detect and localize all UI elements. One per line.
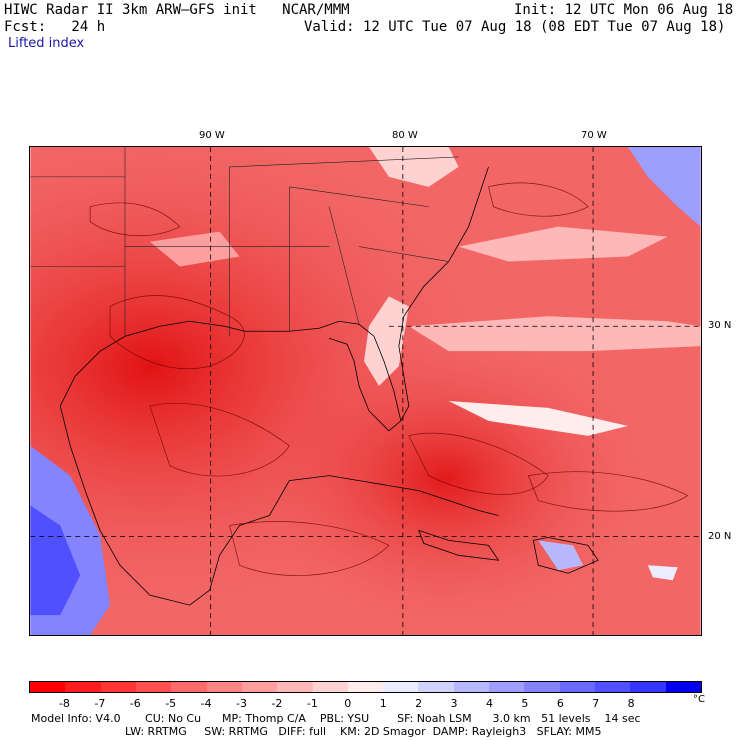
colorbar-unit: °C bbox=[693, 694, 705, 705]
colorbar-swatch bbox=[630, 682, 666, 692]
lat-label-30n: 30 N bbox=[708, 320, 732, 331]
colorbar-swatch bbox=[418, 682, 454, 692]
colorbar-swatch bbox=[347, 682, 384, 692]
stable-area-appalachian bbox=[368, 147, 459, 187]
colorbar-swatch bbox=[312, 682, 348, 692]
colorbar-swatch bbox=[30, 682, 66, 692]
very-stable-area-mexico bbox=[30, 505, 81, 616]
colorbar-swatch bbox=[383, 682, 419, 692]
colorbar-tick-label: -7 bbox=[94, 697, 106, 710]
colorbar-swatch bbox=[171, 682, 207, 692]
colorbar-swatch bbox=[524, 682, 560, 692]
colorbar-tick-label: -6 bbox=[129, 697, 141, 710]
model-info-line1: Model Info: V4.0 CU: No Cu MP: Thomp C/A… bbox=[31, 712, 641, 725]
stable-band-north-atlantic bbox=[458, 226, 668, 262]
lat-lon-grid bbox=[30, 147, 701, 635]
lon-label-90w: 90 W bbox=[199, 130, 225, 141]
product-title: HIWC Radar II 3km ARW–GFS init NCAR/MMM bbox=[4, 2, 350, 18]
colorbar-tick-label: -1 bbox=[306, 697, 318, 710]
lat-label-20n: 20 N bbox=[708, 531, 732, 542]
lifted-index-map bbox=[29, 146, 702, 636]
lon-label-80w: 80 W bbox=[392, 130, 418, 141]
colorbar-tick-label: 6 bbox=[556, 697, 564, 710]
strong-instability-bahamas bbox=[30, 147, 701, 635]
colorbar-swatch bbox=[100, 682, 136, 692]
colorbar-swatch bbox=[65, 682, 101, 692]
field-name: Lifted index bbox=[8, 36, 85, 51]
colorbar-tick-label: 5 bbox=[521, 697, 529, 710]
state-borders bbox=[30, 147, 459, 337]
valid-time: Valid: 12 UTC Tue 07 Aug 18 (08 EDT Tue … bbox=[304, 19, 726, 35]
colorbar-swatch bbox=[135, 682, 172, 692]
colorbar-tick-label: 1 bbox=[379, 697, 387, 710]
stable-band-atlantic bbox=[408, 316, 701, 352]
stable-area-northeast-atlantic bbox=[627, 147, 701, 227]
contours bbox=[89, 182, 689, 576]
colorbar-swatch bbox=[665, 682, 701, 692]
colorbar-swatch bbox=[595, 682, 631, 692]
colorbar-swatch bbox=[453, 682, 490, 692]
colorbar-tick-label: -4 bbox=[200, 697, 212, 710]
colorbar-tick-label: 8 bbox=[627, 697, 635, 710]
colorbar-tick-label: 7 bbox=[592, 697, 600, 710]
colorbar-swatch bbox=[206, 682, 242, 692]
coastlines bbox=[59, 166, 599, 606]
stable-area-hispaniola bbox=[538, 540, 584, 571]
stable-area-florida bbox=[364, 296, 409, 387]
model-info-line2: LW: RRTMG SW: RRTMG DIFF: full KM: 2D Sm… bbox=[125, 725, 602, 738]
init-time: Init: 12 UTC Mon 06 Aug 18 bbox=[514, 2, 734, 18]
colorbar-tick-label: 3 bbox=[450, 697, 458, 710]
colorbar-tick-label: -2 bbox=[271, 697, 283, 710]
forecast-hour: Fcst: 24 h bbox=[4, 19, 106, 35]
colorbar-swatch bbox=[277, 682, 313, 692]
lon-label-70w: 70 W bbox=[581, 130, 607, 141]
colorbar-tick-label: 4 bbox=[485, 697, 493, 710]
colorbar-tick-label: 0 bbox=[344, 697, 352, 710]
colorbar-swatch bbox=[241, 682, 278, 692]
stable-area-puerto-rico bbox=[647, 565, 678, 581]
colorbar-swatch bbox=[559, 682, 595, 692]
colorbar-tick-label: 2 bbox=[415, 697, 423, 710]
colorbar-tick-label: -8 bbox=[58, 697, 70, 710]
colorbar-tick-label: -3 bbox=[236, 697, 247, 710]
stable-band-bahamas bbox=[448, 400, 628, 436]
colorbar-swatch bbox=[489, 682, 525, 692]
colorbar bbox=[29, 681, 702, 693]
moderate-area-midsouth bbox=[149, 231, 240, 267]
colorbar-tick-label: -5 bbox=[165, 697, 177, 710]
